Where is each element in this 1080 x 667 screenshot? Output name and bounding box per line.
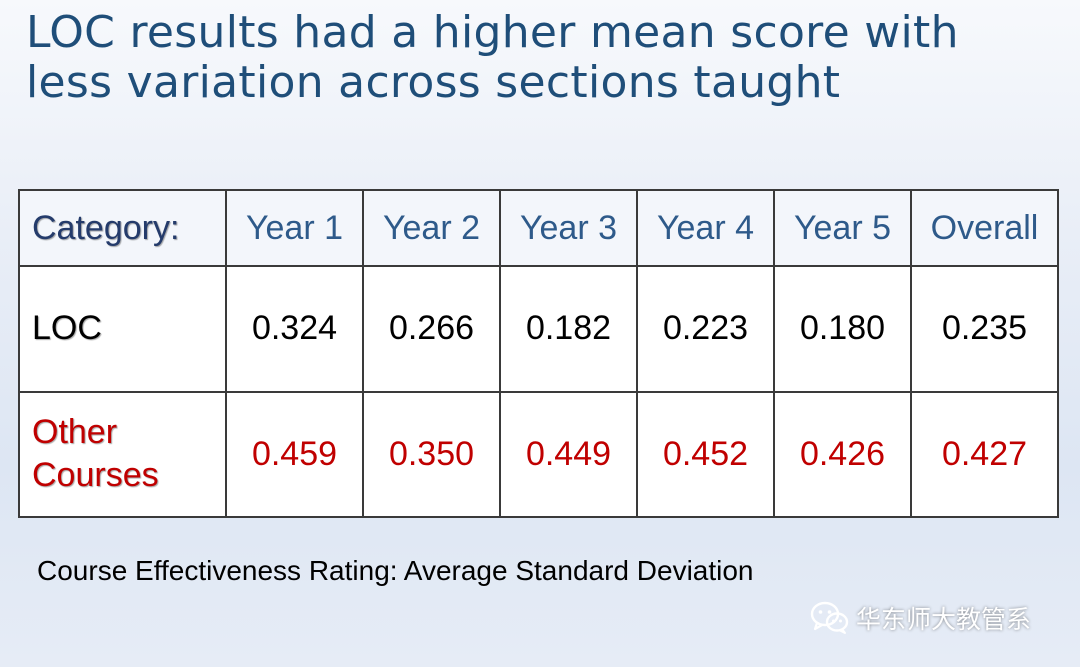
table-cell: 0.350	[362, 390, 501, 518]
table-cell: 0.324	[225, 265, 364, 393]
table-row-other-courses: Other Courses 0.459 0.350 0.449 0.452 0.…	[18, 390, 1059, 518]
table-header-row: Category: Year 1 Year 2 Year 3 Year 4 Ye…	[18, 189, 1059, 267]
column-header-year-3: Year 3	[499, 189, 638, 267]
row-label-loc: LOC	[18, 265, 227, 393]
row-label-line: Other	[32, 413, 118, 452]
table-caption: Course Effectiveness Rating: Average Sta…	[37, 555, 754, 586]
watermark: 华东师大教管系	[810, 600, 1031, 636]
table-cell: 0.266	[362, 265, 501, 393]
table-cell: 0.223	[636, 265, 775, 393]
watermark-text: 华东师大教管系	[856, 605, 1032, 634]
title-line-1: LOC results had a higher mean score with	[26, 7, 959, 58]
category-header: Category:	[18, 189, 227, 267]
slide-title: LOC results had a higher mean score with…	[26, 8, 1056, 108]
table-cell: 0.180	[773, 265, 912, 393]
wechat-icon	[810, 601, 850, 635]
std-deviation-table: Category: Year 1 Year 2 Year 3 Year 4 Ye…	[18, 189, 1059, 518]
table-cell: 0.459	[225, 390, 364, 518]
column-header-year-1: Year 1	[225, 189, 364, 267]
column-header-overall: Overall	[910, 189, 1059, 267]
title-line-2: less variation across sections taught	[26, 57, 841, 108]
table-cell: 0.449	[499, 390, 638, 518]
table-cell: 0.426	[773, 390, 912, 518]
row-label-other-courses: Other Courses	[18, 390, 227, 518]
table-cell: 0.235	[910, 265, 1059, 393]
column-header-year-5: Year 5	[773, 189, 912, 267]
table-cell: 0.182	[499, 265, 638, 393]
column-header-year-4: Year 4	[636, 189, 775, 267]
table-cell: 0.452	[636, 390, 775, 518]
row-label-line: Courses	[32, 456, 159, 495]
column-header-year-2: Year 2	[362, 189, 501, 267]
table-row-loc: LOC 0.324 0.266 0.182 0.223 0.180 0.235	[18, 265, 1059, 393]
table-cell: 0.427	[910, 390, 1059, 518]
